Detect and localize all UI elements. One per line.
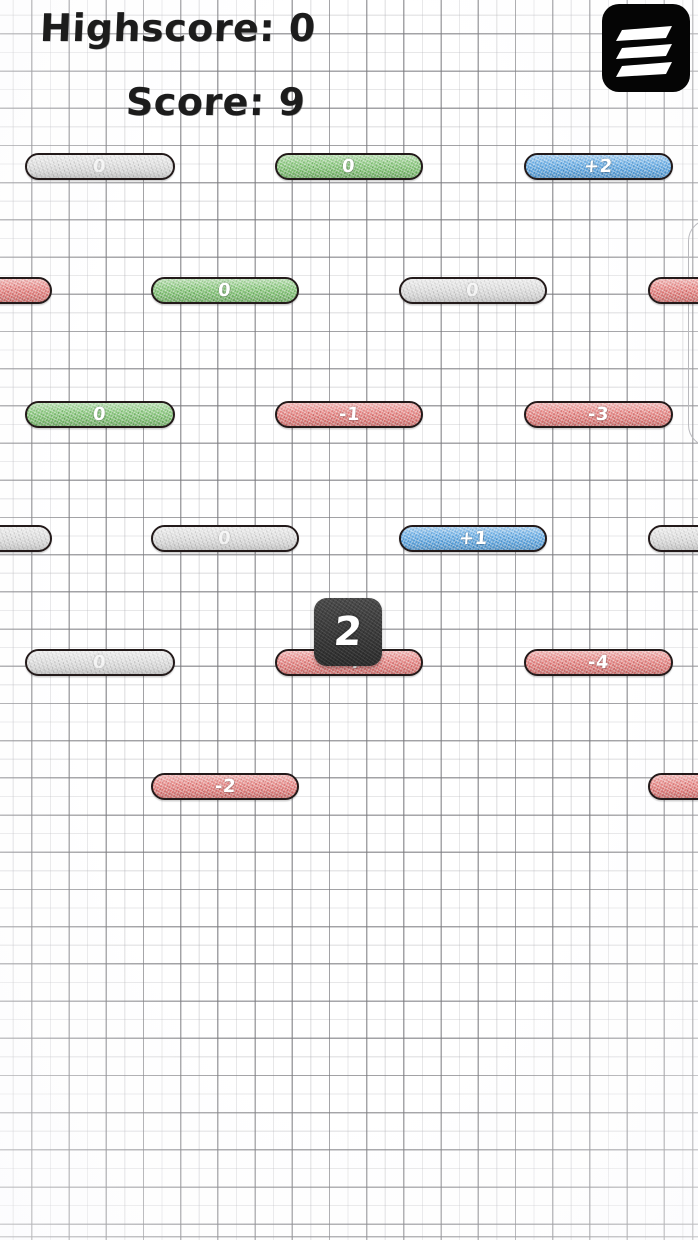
- player-value-label: 2: [332, 609, 364, 655]
- platform-value-label: 0: [217, 280, 233, 301]
- platform[interactable]: 0: [25, 401, 175, 428]
- platform-value-label: 0: [217, 528, 233, 549]
- platform-value-label: 0: [465, 280, 481, 301]
- platform[interactable]: 0: [399, 277, 547, 304]
- platform[interactable]: [0, 525, 52, 552]
- platform-value-label: 0: [92, 156, 108, 177]
- ghost-platform-outline: [688, 219, 698, 447]
- platform[interactable]: [648, 525, 698, 552]
- platform[interactable]: -4: [524, 649, 673, 676]
- platform-value-label: -4: [587, 652, 610, 673]
- platform-value-label: -3: [587, 404, 610, 425]
- platform-value-label: 0: [92, 652, 108, 673]
- platform-value-label: 0: [92, 404, 108, 425]
- platform[interactable]: [648, 773, 698, 800]
- platform[interactable]: [648, 277, 698, 304]
- player-block[interactable]: 2: [314, 598, 382, 666]
- platform[interactable]: -4: [275, 649, 423, 676]
- platform[interactable]: 0: [25, 649, 175, 676]
- platform-value-label: +2: [583, 156, 614, 177]
- platform[interactable]: 0: [25, 153, 175, 180]
- platform[interactable]: -1: [275, 401, 423, 428]
- platform-value-label: 0: [341, 156, 357, 177]
- platform-value-label: -2: [213, 776, 237, 797]
- platform[interactable]: 0: [151, 525, 299, 552]
- platform[interactable]: [0, 277, 52, 304]
- platform[interactable]: 0: [151, 277, 299, 304]
- platform[interactable]: +2: [524, 153, 673, 180]
- platform[interactable]: -3: [524, 401, 673, 428]
- menu-button[interactable]: [602, 4, 690, 92]
- platform[interactable]: +1: [399, 525, 547, 552]
- platform-value-label: +1: [457, 528, 489, 549]
- platform-value-label: -1: [337, 404, 361, 425]
- platform[interactable]: -2: [151, 773, 299, 800]
- platform[interactable]: 0: [275, 153, 423, 180]
- hamburger-menu-icon: [616, 26, 672, 77]
